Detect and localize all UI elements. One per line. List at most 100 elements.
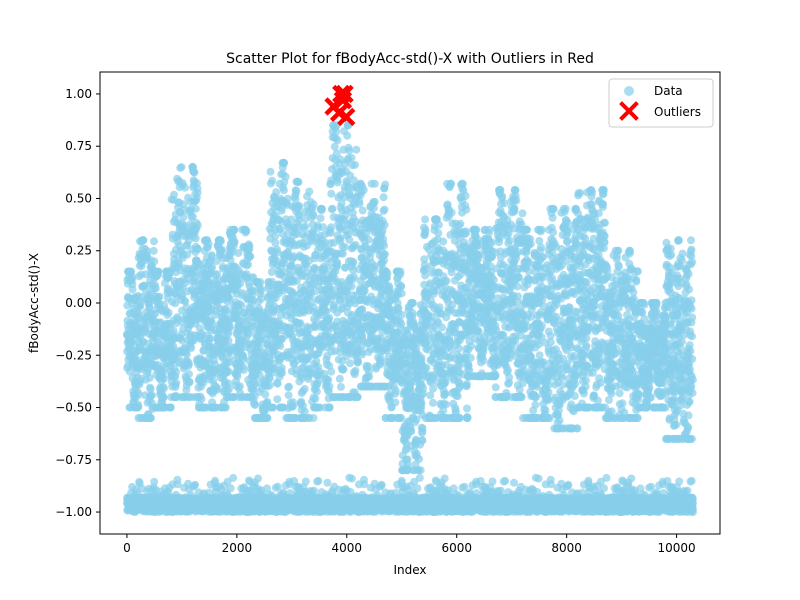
data-point	[224, 367, 233, 376]
data-point	[246, 252, 255, 261]
data-point	[182, 350, 191, 359]
data-point	[244, 260, 252, 269]
data-point	[381, 180, 390, 189]
data-point	[314, 476, 323, 485]
data-point	[380, 250, 389, 259]
data-point	[230, 238, 239, 247]
data-point	[353, 393, 362, 402]
data-point	[261, 390, 270, 399]
data-point	[191, 204, 200, 213]
data-point	[265, 381, 274, 390]
data-point	[187, 344, 196, 352]
data-point	[136, 301, 145, 309]
data-point	[154, 267, 163, 276]
data-point	[251, 401, 260, 409]
data-point	[311, 394, 320, 403]
data-point	[337, 382, 345, 391]
data-point	[340, 243, 349, 252]
data-point	[197, 395, 206, 404]
data-point	[351, 160, 359, 169]
data-point	[149, 246, 158, 255]
data-point	[269, 403, 277, 412]
data-point	[190, 168, 199, 177]
data-point	[280, 158, 289, 167]
data-point	[278, 368, 287, 377]
data-point	[128, 273, 137, 282]
data-point	[224, 385, 233, 394]
data-point	[150, 257, 159, 266]
data-point	[370, 179, 379, 188]
data-point	[377, 480, 386, 489]
data-point	[379, 193, 388, 202]
data-point	[204, 239, 213, 248]
data-point	[272, 188, 281, 197]
data-point	[143, 247, 152, 256]
data-point	[166, 403, 175, 412]
data-point	[276, 342, 285, 351]
data-point	[370, 197, 379, 206]
data-point	[316, 214, 325, 223]
data-point	[191, 234, 200, 243]
data-point	[383, 269, 392, 278]
data-point	[277, 206, 286, 215]
data-point	[177, 163, 186, 172]
data-point	[185, 377, 194, 386]
data-point	[325, 382, 334, 391]
data-point	[347, 282, 356, 291]
data-point	[159, 393, 168, 402]
data-point	[391, 398, 400, 407]
data-point	[188, 212, 197, 221]
data-point	[327, 223, 336, 232]
data-point	[309, 200, 318, 209]
data-point	[267, 268, 276, 276]
data-point	[206, 334, 215, 343]
data-point	[266, 167, 275, 176]
data-point	[194, 244, 202, 253]
data-point	[353, 357, 362, 366]
data-point	[164, 308, 173, 317]
data-points-layer	[122, 121, 697, 516]
data-point	[397, 281, 406, 290]
data-point	[221, 403, 230, 412]
data-point	[230, 225, 239, 234]
data-point	[292, 186, 301, 195]
data-point	[325, 313, 334, 322]
data-point	[364, 235, 373, 244]
data-point	[179, 200, 188, 209]
data-point	[346, 359, 354, 368]
data-point	[317, 204, 326, 213]
data-point	[147, 414, 155, 422]
data-point	[160, 384, 168, 393]
data-point	[172, 367, 181, 376]
data-point	[327, 189, 336, 198]
data-point	[268, 176, 277, 185]
data-point	[296, 319, 305, 328]
data-point	[325, 403, 334, 412]
data-point	[328, 204, 337, 213]
data-point	[216, 237, 225, 246]
data-point	[146, 385, 155, 394]
data-point	[179, 213, 188, 222]
data-point	[333, 136, 342, 145]
data-point	[169, 342, 178, 351]
data-point	[169, 326, 178, 335]
data-point	[134, 402, 143, 411]
data-point	[358, 206, 367, 215]
data-point	[281, 172, 290, 181]
data-point	[237, 301, 246, 310]
data-point	[335, 374, 344, 383]
data-point	[352, 145, 361, 154]
data-point	[380, 221, 389, 229]
data-point	[323, 478, 332, 487]
data-point	[159, 374, 168, 383]
data-point	[351, 366, 360, 375]
data-point	[135, 390, 143, 399]
data-point	[273, 395, 282, 404]
data-point	[173, 480, 182, 489]
data-point	[256, 286, 265, 295]
data-point	[310, 486, 319, 495]
data-point	[181, 297, 190, 306]
data-point	[380, 205, 389, 214]
data-point	[199, 378, 208, 387]
